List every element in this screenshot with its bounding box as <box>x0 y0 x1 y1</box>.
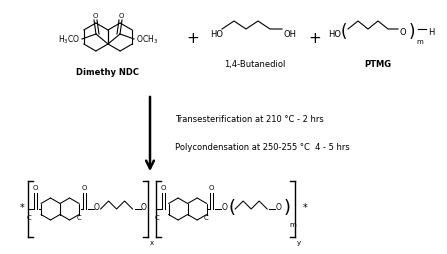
Text: H: H <box>428 27 434 36</box>
Text: C: C <box>204 214 209 220</box>
Text: C: C <box>27 214 31 220</box>
Text: O: O <box>221 203 227 212</box>
Text: O: O <box>93 203 99 212</box>
Text: ): ) <box>409 23 416 41</box>
Text: m: m <box>289 221 296 227</box>
Text: Dimethy NDC: Dimethy NDC <box>76 68 139 77</box>
Text: OCH$_3$: OCH$_3$ <box>136 34 158 46</box>
Text: *: * <box>303 202 308 212</box>
Text: O: O <box>118 13 124 19</box>
Text: HO: HO <box>328 29 341 38</box>
Text: 1,4-Butanediol: 1,4-Butanediol <box>224 60 286 69</box>
Text: x: x <box>150 239 154 245</box>
Text: O: O <box>81 184 87 190</box>
Text: O: O <box>33 184 38 190</box>
Text: C: C <box>154 214 159 220</box>
Text: OH: OH <box>284 29 297 38</box>
Text: m: m <box>416 39 423 45</box>
Text: +: + <box>308 30 321 45</box>
Text: PTMG: PTMG <box>364 60 392 69</box>
Text: C: C <box>76 214 81 220</box>
Text: y: y <box>297 239 301 245</box>
Text: ): ) <box>283 198 290 216</box>
Text: Polycondensation at 250-255 °C  4 - 5 hrs: Polycondensation at 250-255 °C 4 - 5 hrs <box>175 143 350 152</box>
Text: O: O <box>160 184 166 190</box>
Text: O: O <box>400 27 407 36</box>
Text: O: O <box>93 13 98 19</box>
Text: O: O <box>140 203 147 212</box>
Text: *: * <box>20 202 25 212</box>
Text: (: ( <box>228 198 235 216</box>
Text: O: O <box>209 184 215 190</box>
Text: HO: HO <box>210 29 223 38</box>
Text: (: ( <box>341 23 347 41</box>
Text: H$_3$CO: H$_3$CO <box>58 34 80 46</box>
Text: +: + <box>187 30 199 45</box>
Text: Transesterification at 210 °C - 2 hrs: Transesterification at 210 °C - 2 hrs <box>175 115 324 124</box>
Text: O: O <box>275 203 281 212</box>
